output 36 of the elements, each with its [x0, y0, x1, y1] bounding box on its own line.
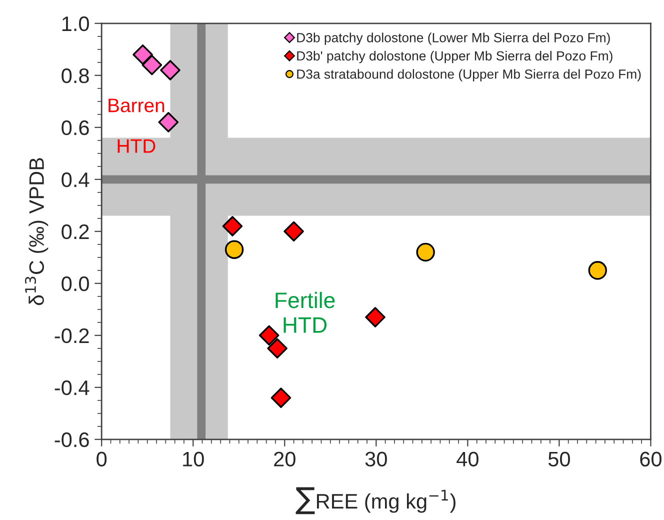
point — [142, 54, 162, 76]
y-tick-label: 0.8 — [62, 68, 89, 84]
y-tick-label: -0.4 — [54, 380, 90, 396]
y-tick-label: 1.0 — [62, 16, 89, 32]
point — [258, 325, 280, 346]
point — [588, 261, 607, 280]
point — [416, 242, 435, 262]
y-tick-label: 0.4 — [62, 172, 90, 188]
point — [224, 240, 244, 259]
point — [267, 338, 288, 359]
point — [270, 388, 292, 408]
y-tick-label: 0.6 — [62, 120, 89, 136]
text: Barren HTD — [108, 98, 164, 153]
y-tick-label: 0.0 — [62, 276, 89, 292]
x-axis-title: ∑REE (mg kg$^{−1}$) — [296, 487, 456, 514]
legend-label: D3b' patchy dolostone (Upper Mb Sierra del Pozo Fm) — [297, 50, 612, 64]
point — [284, 221, 304, 242]
x-tick-label: 10 — [183, 452, 204, 467]
point — [365, 307, 386, 328]
y-tick-label: -0.2 — [54, 328, 89, 344]
point — [132, 44, 153, 65]
legend-label: D3a stratabound dolostone (Upper Mb Sierra del Pozo Fm) — [297, 69, 641, 82]
point — [158, 112, 179, 132]
x-tick-label: 20 — [274, 452, 296, 467]
annotation: Fertile HTD — [276, 292, 335, 333]
x-tick-label: 60 — [640, 452, 662, 467]
x-tick-label: 30 — [365, 452, 387, 467]
x-tick-label: 40 — [456, 452, 478, 467]
x-tick-label: 0 — [96, 452, 107, 467]
y-axis-title: δ$^{13}$C (‰) VPDB — [25, 158, 48, 306]
legend-label: D3b patchy dolostone (Lower Mb Sierra del Pozo Fm) — [297, 32, 610, 45]
y-tick-label: -0.6 — [54, 432, 89, 448]
point — [160, 60, 180, 80]
y-tick-label: 0.2 — [62, 224, 89, 240]
point — [222, 216, 243, 236]
x-tick-label: 50 — [548, 452, 570, 467]
